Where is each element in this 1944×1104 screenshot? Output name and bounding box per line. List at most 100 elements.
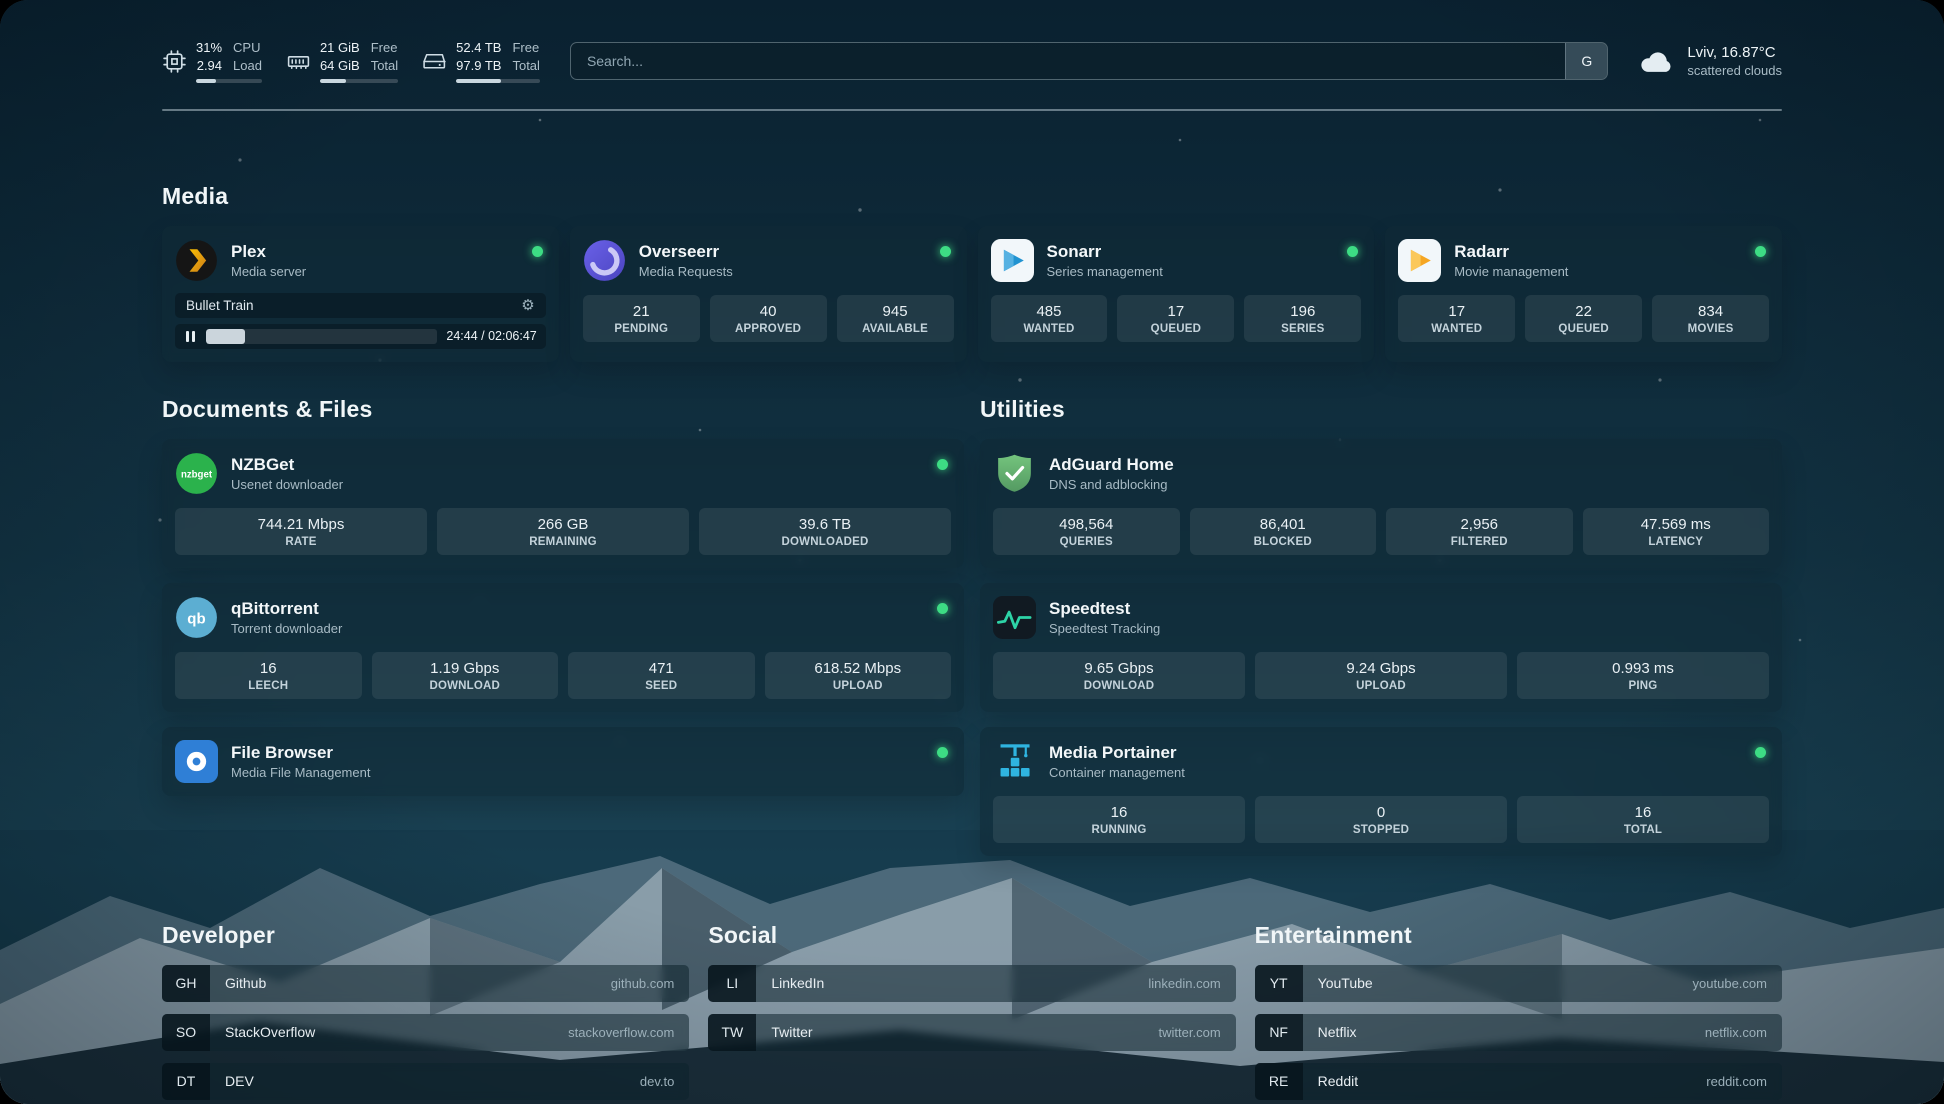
stat-wanted: 17 WANTED [1398, 294, 1516, 342]
cpu-icon [162, 49, 187, 74]
service-card-adguard[interactable]: AdGuard Home DNS and adblocking 498,564 … [980, 438, 1782, 568]
search-input[interactable] [570, 43, 1566, 80]
service-title: AdGuard Home [1049, 454, 1174, 474]
stat-latency: 47.569 ms LATENCY [1582, 507, 1769, 555]
cpu-usage-value: 31% [196, 40, 223, 55]
service-card-overseerr[interactable]: Overseerr Media Requests 21 PENDING 40 A… [569, 225, 967, 362]
service-card-qbittorrent[interactable]: qb qBittorrent Torrent downloader [162, 582, 964, 712]
bookmark-reddit[interactable]: RE Reddit reddit.com [1254, 1062, 1782, 1100]
bookmark-group-social: Social LI LinkedIn linkedin.com TW Twitt… [708, 921, 1236, 1051]
plex-now-playing: Bullet Train 24:44 / 02:06:47 [175, 292, 546, 349]
qbittorrent-icon: qb [175, 596, 218, 639]
disk-progress-bar [456, 78, 540, 83]
service-title: File Browser [231, 742, 334, 762]
pause-button[interactable] [184, 329, 197, 344]
bookmark-netflix[interactable]: NF Netflix netflix.com [1254, 1013, 1782, 1051]
status-dot [937, 458, 948, 470]
stat-filtered: 2,956 FILTERED [1386, 507, 1573, 555]
stat-queries: 498,564 QUERIES [993, 507, 1180, 555]
service-title: Media Portainer [1049, 742, 1177, 762]
service-card-portainer[interactable]: Media Portainer Container management 16 … [980, 726, 1782, 856]
section-media: Media [162, 183, 1782, 362]
service-card-filebrowser[interactable]: File Browser Media File Management [162, 726, 964, 796]
bookmark-name: YouTube [1317, 975, 1373, 992]
disk-widget: 52.4 TB Free 97.9 TB Total [422, 40, 540, 83]
weather-widget: Lviv, 16.87°C scattered clouds [1638, 44, 1782, 78]
cloud-icon [1638, 46, 1674, 76]
stat-blocked: 86,401 BLOCKED [1189, 507, 1376, 555]
svg-text:nzbget: nzbget [181, 469, 213, 480]
radarr-icon [1398, 238, 1442, 282]
bookmark-url: dev.to [639, 1073, 675, 1089]
bookmark-url: reddit.com [1706, 1073, 1767, 1089]
service-subtitle: Media Requests [638, 263, 733, 279]
settings-gear-icon[interactable] [521, 298, 534, 313]
memory-free-value: 21 GiB [319, 40, 360, 55]
weather-condition: scattered clouds [1687, 63, 1782, 79]
service-title: Plex [231, 241, 266, 261]
stat-upload: 9.24 Gbps UPLOAD [1255, 651, 1507, 699]
disk-total-value: 97.9 TB [456, 57, 502, 73]
stat-pending: 21 PENDING [582, 294, 700, 342]
sonarr-icon [990, 238, 1034, 282]
social-group-title: Social [708, 921, 778, 948]
stat-total: 16 TOTAL [1517, 795, 1769, 843]
service-title: Overseerr [638, 241, 720, 261]
stat-download: 9.65 Gbps DOWNLOAD [993, 651, 1245, 699]
bookmark-url: linkedin.com [1148, 975, 1221, 991]
service-subtitle: Series management [1046, 263, 1163, 279]
memory-total-label: Total [370, 57, 399, 73]
service-title: Radarr [1454, 241, 1510, 261]
service-title: Speedtest [1049, 598, 1131, 618]
bookmark-linkedin[interactable]: LI LinkedIn linkedin.com [708, 964, 1236, 1002]
utilities-section-title: Utilities [980, 395, 1065, 422]
bookmark-youtube[interactable]: YT YouTube youtube.com [1254, 964, 1782, 1002]
bookmark-url: netflix.com [1704, 1024, 1767, 1040]
memory-icon [286, 49, 311, 74]
bookmark-url: twitter.com [1158, 1024, 1221, 1040]
stat-leech: 16 LEECH [175, 651, 362, 699]
top-bar: 31% CPU 2.94 Load [162, 40, 1782, 83]
bookmark-abbr: GH [162, 964, 210, 1002]
svg-text:qb: qb [187, 610, 205, 627]
cpu-usage-label: CPU [233, 40, 261, 55]
service-subtitle: Usenet downloader [231, 476, 344, 492]
header-divider [162, 108, 1782, 111]
search-bar: G [569, 42, 1609, 81]
service-card-speedtest[interactable]: Speedtest Speedtest Tracking 9.65 Gbps D… [980, 582, 1782, 712]
cpu-progress-bar [196, 78, 262, 83]
service-subtitle: Speedtest Tracking [1049, 620, 1161, 636]
bookmark-name: Netflix [1317, 1024, 1357, 1041]
media-section-title: Media [162, 182, 229, 209]
stat-running: 16 RUNNING [993, 795, 1245, 843]
bookmark-twitter[interactable]: TW Twitter twitter.com [708, 1013, 1236, 1051]
service-card-plex[interactable]: Plex Media server Bullet Train [162, 225, 559, 362]
stat-stopped: 0 STOPPED [1255, 795, 1507, 843]
plex-icon [175, 239, 218, 282]
bookmark-github[interactable]: GH Github github.com [162, 964, 690, 1002]
search-provider-button[interactable]: G [1565, 43, 1608, 80]
stat-rate: 744.21 Mbps RATE [175, 507, 427, 555]
nzbget-icon: nzbget [175, 452, 218, 495]
cpu-widget: 31% CPU 2.94 Load [162, 40, 262, 83]
disk-free-label: Free [512, 40, 540, 55]
section-utilities: Utilities [980, 396, 1782, 856]
stat-series: 196 SERIES [1244, 294, 1362, 342]
status-dot [1755, 245, 1766, 257]
stat-remaining: 266 GB REMAINING [437, 507, 689, 555]
service-card-nzbget[interactable]: nzbget NZBGet Usenet downloader 74 [162, 438, 964, 568]
status-dot [937, 746, 948, 758]
bookmark-dev[interactable]: DT DEV dev.to [162, 1062, 690, 1100]
bookmark-name: DEV [225, 1073, 254, 1090]
service-subtitle: Movie management [1454, 263, 1569, 279]
bookmark-abbr: RE [1254, 1062, 1303, 1100]
service-card-radarr[interactable]: Radarr Movie management 17 WANTED 22 QUE… [1385, 225, 1782, 362]
documents-section-title: Documents & Files [162, 395, 373, 422]
playback-progress-bar[interactable] [205, 328, 438, 344]
bookmark-stackoverflow[interactable]: SO StackOverflow stackoverflow.com [162, 1013, 690, 1051]
service-card-sonarr[interactable]: Sonarr Series management 485 WANTED 17 Q… [977, 225, 1375, 362]
bookmark-abbr: YT [1254, 964, 1303, 1002]
service-subtitle: Container management [1049, 764, 1185, 780]
cpu-load-label: Load [233, 57, 262, 73]
weather-location: Lviv, 16.87°C [1687, 44, 1776, 62]
